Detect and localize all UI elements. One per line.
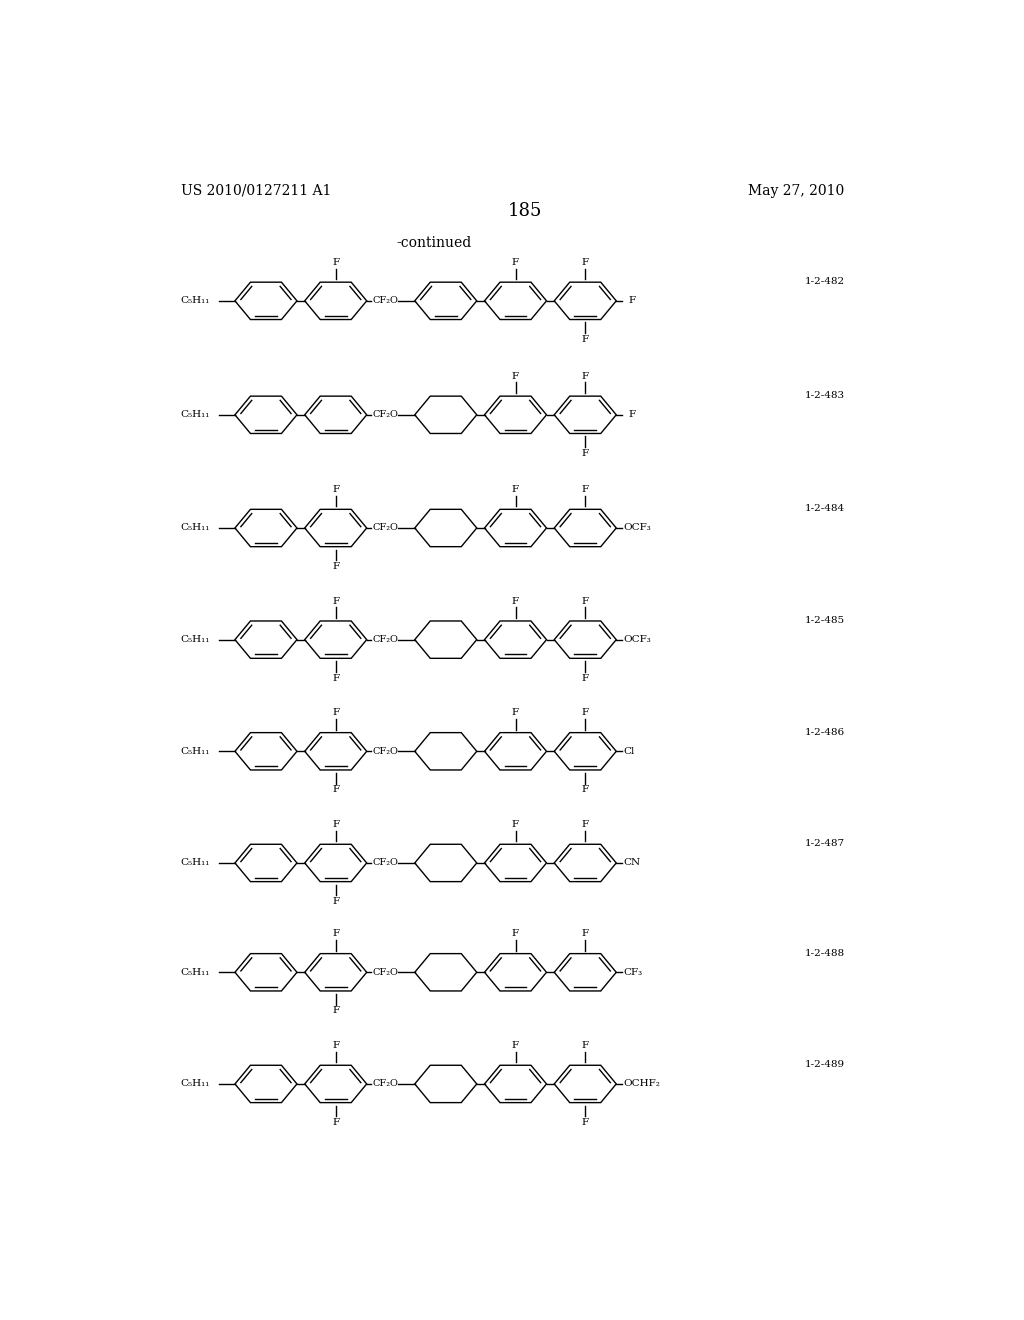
Text: 1-2-486: 1-2-486	[805, 727, 845, 737]
Text: 1-2-488: 1-2-488	[805, 949, 845, 957]
Text: CF₂O: CF₂O	[372, 411, 398, 420]
Text: F: F	[582, 820, 589, 829]
Text: CN: CN	[624, 858, 640, 867]
Text: F: F	[332, 785, 339, 795]
Text: F: F	[582, 484, 589, 494]
Text: C₅H₁₁: C₅H₁₁	[180, 297, 210, 305]
Text: 1-2-487: 1-2-487	[805, 840, 845, 849]
Text: F: F	[629, 411, 636, 420]
Text: F: F	[582, 372, 589, 380]
Text: F: F	[332, 257, 339, 267]
Text: OCHF₂: OCHF₂	[624, 1080, 660, 1089]
Text: F: F	[332, 1118, 339, 1127]
Text: C₅H₁₁: C₅H₁₁	[180, 747, 210, 756]
Text: F: F	[582, 449, 589, 458]
Text: F: F	[332, 484, 339, 494]
Text: F: F	[582, 335, 589, 343]
Text: F: F	[582, 673, 589, 682]
Text: F: F	[512, 372, 519, 380]
Text: F: F	[332, 709, 339, 717]
Text: C₅H₁₁: C₅H₁₁	[180, 635, 210, 644]
Text: 1-2-489: 1-2-489	[805, 1060, 845, 1069]
Text: F: F	[512, 597, 519, 606]
Text: F: F	[332, 929, 339, 939]
Text: F: F	[512, 820, 519, 829]
Text: CF₂O: CF₂O	[372, 297, 398, 305]
Text: F: F	[512, 929, 519, 939]
Text: C₅H₁₁: C₅H₁₁	[180, 858, 210, 867]
Text: 1-2-484: 1-2-484	[805, 504, 845, 513]
Text: CF₂O: CF₂O	[372, 968, 398, 977]
Text: F: F	[582, 929, 589, 939]
Text: CF₃: CF₃	[624, 968, 642, 977]
Text: 185: 185	[508, 202, 542, 219]
Text: F: F	[582, 257, 589, 267]
Text: F: F	[332, 597, 339, 606]
Text: F: F	[332, 673, 339, 682]
Text: C₅H₁₁: C₅H₁₁	[180, 411, 210, 420]
Text: CF₂O: CF₂O	[372, 1080, 398, 1089]
Text: F: F	[332, 1041, 339, 1049]
Text: F: F	[332, 1006, 339, 1015]
Text: CF₂O: CF₂O	[372, 747, 398, 756]
Text: F: F	[582, 1118, 589, 1127]
Text: 1-2-482: 1-2-482	[805, 277, 845, 286]
Text: F: F	[512, 1041, 519, 1049]
Text: CF₂O: CF₂O	[372, 635, 398, 644]
Text: F: F	[582, 709, 589, 717]
Text: F: F	[332, 898, 339, 906]
Text: May 27, 2010: May 27, 2010	[748, 183, 844, 198]
Text: F: F	[582, 1041, 589, 1049]
Text: C₅H₁₁: C₅H₁₁	[180, 1080, 210, 1089]
Text: 1-2-483: 1-2-483	[805, 391, 845, 400]
Text: CF₂O: CF₂O	[372, 858, 398, 867]
Text: F: F	[332, 562, 339, 572]
Text: F: F	[582, 785, 589, 795]
Text: F: F	[582, 597, 589, 606]
Text: CF₂O: CF₂O	[372, 524, 398, 532]
Text: C₅H₁₁: C₅H₁₁	[180, 524, 210, 532]
Text: F: F	[512, 484, 519, 494]
Text: F: F	[332, 820, 339, 829]
Text: -continued: -continued	[396, 236, 472, 249]
Text: C₅H₁₁: C₅H₁₁	[180, 968, 210, 977]
Text: US 2010/0127211 A1: US 2010/0127211 A1	[180, 183, 331, 198]
Text: OCF₃: OCF₃	[624, 524, 651, 532]
Text: F: F	[629, 297, 636, 305]
Text: F: F	[512, 709, 519, 717]
Text: 1-2-485: 1-2-485	[805, 616, 845, 624]
Text: F: F	[512, 257, 519, 267]
Text: OCF₃: OCF₃	[624, 635, 651, 644]
Text: Cl: Cl	[624, 747, 635, 756]
